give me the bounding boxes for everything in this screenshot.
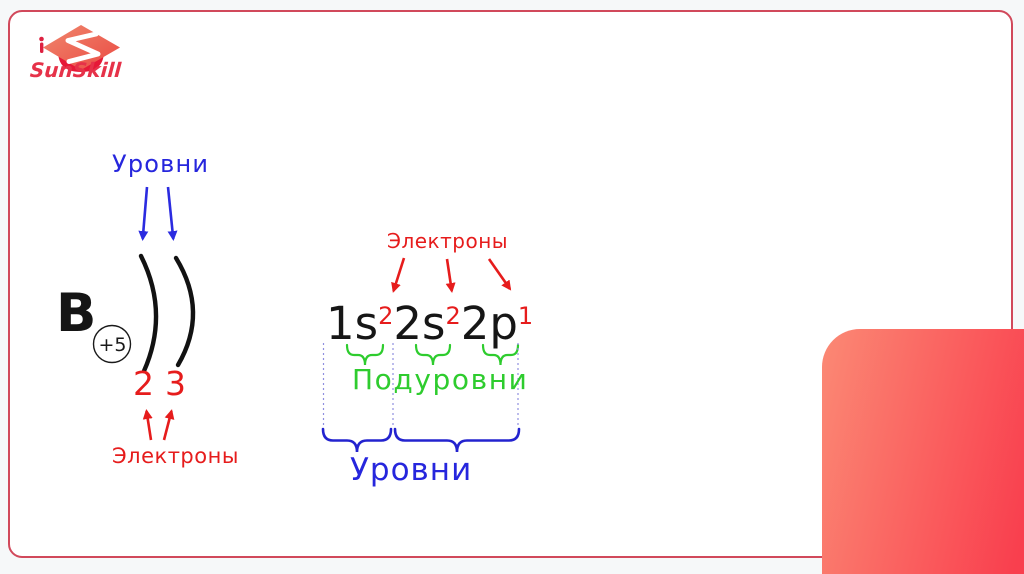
subshell-1s: 1s (326, 297, 379, 350)
brand-name: SunSkill (29, 58, 122, 82)
subshell-2s-electrons: 2 (445, 302, 461, 330)
nuclear-charge: +5 (98, 333, 127, 356)
shell-electron-count-2: 3 (165, 364, 186, 403)
subshell-2s: 2s (393, 297, 446, 350)
shell-electron-count-1: 2 (133, 364, 154, 403)
subshell-2p-electrons: 1 (517, 302, 534, 330)
sublevels-label: Подуровни (352, 363, 529, 396)
electrons-label-right: Электроны (387, 229, 509, 253)
levels-label-bottom: Уровни (350, 452, 473, 488)
levels-label-left: Уровни (112, 150, 210, 178)
electrons-label-left: Электроны (112, 444, 239, 468)
electron-configuration: 1s 2 2s 2 2p 1 (326, 301, 533, 346)
subshell-1s-electrons: 2 (378, 302, 394, 330)
decorative-corner-shape (822, 329, 1024, 574)
subshell-2p: 2p (460, 297, 518, 350)
element-symbol: B (56, 283, 97, 344)
